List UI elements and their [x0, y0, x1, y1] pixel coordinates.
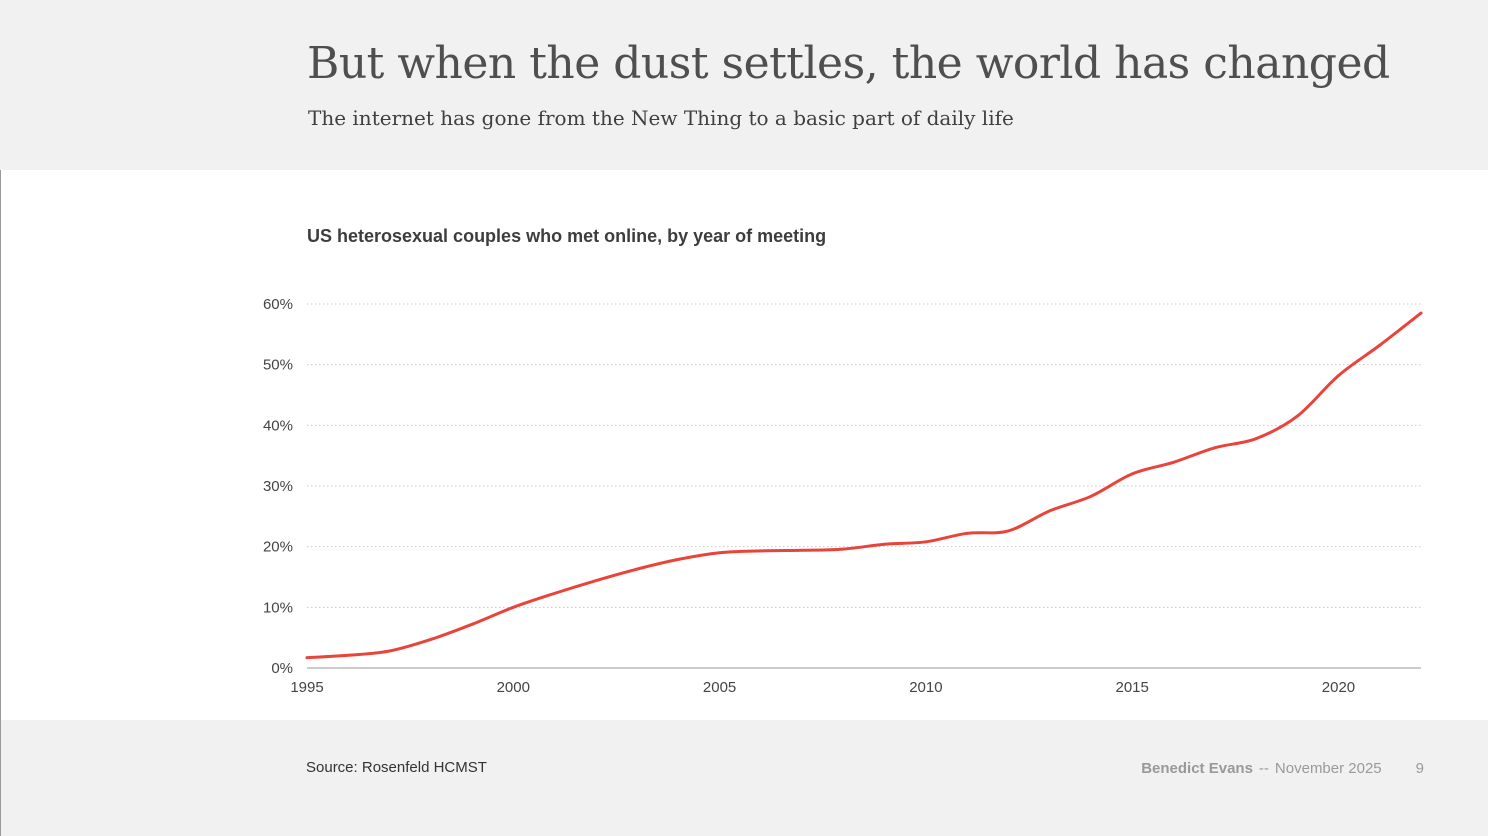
y-tick-label: 50%: [263, 357, 293, 374]
gridlines: [307, 303, 1421, 608]
data-point-2016: [1172, 460, 1175, 464]
x-tick-label: 2000: [497, 679, 530, 696]
data-point-2022: [1419, 311, 1423, 315]
data-point-1995: [305, 656, 309, 660]
data-point-2001: [553, 591, 556, 595]
data-point-2017: [1213, 446, 1217, 450]
y-tick-label: 0%: [271, 660, 293, 677]
series-line-0: [305, 311, 1423, 660]
data-point-1999: [470, 622, 474, 626]
data-point-2002: [594, 579, 598, 583]
y-tick-label: 30%: [263, 478, 293, 495]
data-point-2014: [1089, 494, 1093, 498]
slide-header: But when the dust settles, the world has…: [0, 0, 1488, 170]
data-point-2000: [511, 605, 515, 609]
x-tick-label: 2005: [703, 679, 736, 696]
data-point-1996: [346, 653, 350, 657]
data-point-2015: [1130, 472, 1134, 476]
data-point-2021: [1378, 343, 1382, 347]
x-tick-label: 1995: [290, 679, 323, 696]
y-tick-label: 40%: [263, 417, 293, 434]
axes: 0% 10% 20% 30% 40% 50% 60% 1995 2000 2005 2010 2015…: [263, 296, 1421, 696]
data-point-1998: [429, 638, 433, 641]
data-point-2020: [1337, 374, 1340, 377]
data-point-2003: [635, 567, 639, 571]
data-point-2009: [883, 542, 887, 546]
data-point-2012: [1007, 529, 1010, 533]
data-point-2010: [924, 540, 928, 544]
data-point-2011: [965, 531, 969, 535]
data-point-2004: [676, 558, 680, 561]
data-point-2019: [1295, 414, 1299, 418]
author-name: Benedict Evans: [1141, 760, 1253, 777]
data-point-2006: [759, 549, 763, 553]
data-point-2005: [718, 551, 721, 555]
y-tick-label: 20%: [263, 539, 293, 556]
chart-panel: [1, 170, 1488, 720]
data-point-2013: [1048, 509, 1052, 513]
y-tick-label: 60%: [263, 296, 293, 313]
chart-title: US heterosexual couples who met online, …: [307, 226, 827, 246]
source-note: Source: Rosenfeld HCMST: [306, 759, 487, 776]
data-point-2008: [841, 547, 845, 551]
data-point-2018: [1254, 437, 1258, 441]
slide-subtitle: The internet has gone from the New Thing…: [308, 106, 1014, 130]
data-point-1997: [388, 649, 391, 653]
page-number: 9: [1415, 760, 1424, 777]
x-tick-label: 2015: [1115, 679, 1148, 696]
slide-edge: [0, 0, 1, 836]
data-point-2007: [800, 548, 804, 552]
footer-credits: Benedict Evans -- November 2025 9: [1141, 760, 1424, 777]
slide-title: But when the dust settles, the world has…: [307, 38, 1390, 89]
x-tick-label: 2010: [909, 679, 942, 696]
y-tick-label: 10%: [263, 599, 293, 616]
footer-separator: --: [1258, 760, 1269, 777]
footer-date: November 2025: [1274, 760, 1382, 777]
x-tick-label: 2020: [1322, 679, 1355, 696]
series-layer: [305, 311, 1423, 660]
